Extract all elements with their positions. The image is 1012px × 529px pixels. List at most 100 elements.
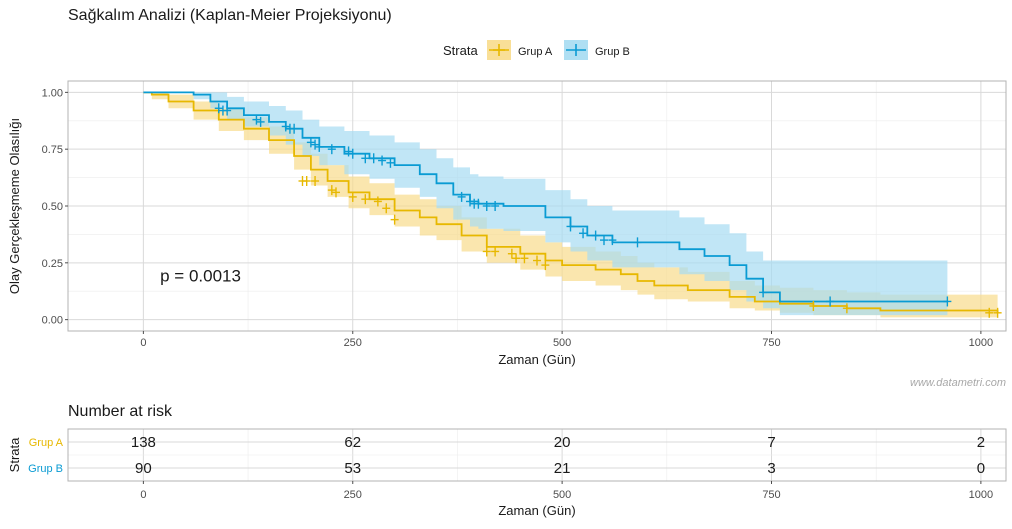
risk-table: Number at risk 138 62 20 7 290 53 21 3 0 Grup AG… xyxy=(7,403,1007,518)
censor-mark-grup-b xyxy=(579,228,588,239)
censor-mark-grup-b xyxy=(344,146,353,157)
censor-mark-grup-b xyxy=(378,155,387,166)
censor-mark-grup-b xyxy=(608,235,617,246)
x-tick-label: 1000 xyxy=(969,337,993,349)
legend-item-grup-a: Grup A xyxy=(487,40,553,60)
censor-mark-grup-b xyxy=(386,157,395,168)
censor-mark-grup-b xyxy=(491,201,500,211)
censor-mark-grup-b xyxy=(474,198,483,209)
censor-mark-grup-b xyxy=(943,296,952,307)
censor-mark-grup-a xyxy=(541,260,550,271)
risk-row-label-grup-b: Grup B xyxy=(28,463,63,475)
risk-cell-grup-b: 53 xyxy=(344,460,361,477)
censor-mark-grup-b xyxy=(361,153,370,164)
risk-cell-grup-a: 20 xyxy=(554,434,571,451)
censor-mark-grup-b xyxy=(566,221,575,232)
censor-mark-grup-a xyxy=(482,246,491,257)
censor-mark-grup-a xyxy=(348,191,357,202)
censor-mark-grup-a xyxy=(533,255,541,266)
censor-marks xyxy=(214,103,1002,318)
survival-curve-grup-b xyxy=(143,91,948,303)
censor-mark-grup-b xyxy=(252,114,261,125)
censor-mark-grup-b xyxy=(327,144,336,155)
x-axis-ticks: 0 250 500 750 1000 xyxy=(140,331,993,349)
censor-mark-grup-b xyxy=(290,123,299,134)
y-tick-label: 0.25 xyxy=(42,258,63,270)
legend-label-grup-b: Grup B xyxy=(595,46,630,58)
censor-mark-grup-b xyxy=(600,235,608,246)
risk-table-row-labels: Grup A Grup B xyxy=(28,437,64,475)
censor-mark-grup-b xyxy=(457,191,466,202)
risk-table-border xyxy=(67,428,1007,482)
censor-mark-grup-a xyxy=(361,194,370,205)
p-value-annotation: p = 0.0013 xyxy=(160,266,241,285)
risk-cell-grup-a: 7 xyxy=(767,434,775,451)
censor-mark-grup-b xyxy=(591,230,600,241)
censor-mark-grup-b xyxy=(315,141,324,152)
censor-mark-grup-a xyxy=(491,246,500,257)
watermark: www.datametri.com xyxy=(910,377,1006,389)
risk-row-label-grup-a: Grup A xyxy=(29,437,64,449)
risk-table-x-title: Zaman (Gün) xyxy=(498,503,575,518)
legend: Strata Grup A Grup B xyxy=(443,40,630,60)
risk-x-tick-label: 1000 xyxy=(969,489,993,501)
censor-mark-grup-b xyxy=(256,116,265,127)
censor-mark-grup-a xyxy=(809,301,818,311)
censor-mark-grup-b xyxy=(826,296,835,307)
censor-mark-grup-b xyxy=(633,237,642,248)
censor-mark-grup-b xyxy=(759,287,768,298)
censor-mark-grup-a xyxy=(390,214,399,225)
y-axis-title: Olay Gerçekleşmeme Olasılığı xyxy=(7,118,22,294)
censor-mark-grup-b xyxy=(306,137,315,148)
risk-cell-grup-a: 62 xyxy=(344,434,361,451)
censor-mark-grup-a xyxy=(993,307,1002,318)
legend-title: Strata xyxy=(443,43,478,58)
censor-mark-grup-a xyxy=(311,176,320,186)
risk-table-grid xyxy=(68,429,1006,481)
censor-mark-grup-a xyxy=(520,253,529,264)
survival-plot-panel: 0.00 0.25 0.50 0.75 1.00 0 250 500 750 1000 p = … xyxy=(7,80,1007,367)
risk-x-tick-label: 750 xyxy=(762,489,780,501)
censor-mark-grup-a xyxy=(302,176,311,186)
x-tick-label: 250 xyxy=(344,337,362,349)
censor-mark-grup-b xyxy=(281,121,290,132)
censor-mark-grup-a xyxy=(507,248,516,259)
x-tick-label: 0 xyxy=(140,337,146,349)
risk-cell-grup-b: 3 xyxy=(767,460,775,477)
censor-mark-grup-b xyxy=(466,196,474,207)
censor-mark-grup-a xyxy=(332,187,340,198)
censor-mark-grup-b xyxy=(348,148,357,159)
legend-item-grup-b: Grup B xyxy=(564,40,630,60)
x-tick-label: 750 xyxy=(762,337,780,349)
censor-mark-grup-a xyxy=(382,203,391,214)
risk-cell-grup-b: 0 xyxy=(977,460,985,477)
censor-mark-grup-a xyxy=(842,303,851,314)
legend-label-grup-a: Grup A xyxy=(518,46,553,58)
x-axis-title: Zaman (Gün) xyxy=(498,352,575,367)
risk-x-tick-label: 250 xyxy=(344,489,362,501)
risk-table-title: Number at risk xyxy=(68,403,173,420)
risk-x-tick-label: 0 xyxy=(140,489,146,501)
survival-curve-grup-a xyxy=(143,91,999,313)
censor-mark-grup-b xyxy=(223,105,232,116)
y-tick-label: 0.75 xyxy=(42,144,63,156)
survival-curves xyxy=(143,91,999,313)
risk-cell-grup-b: 90 xyxy=(135,460,152,477)
x-tick-label: 500 xyxy=(553,337,571,349)
confidence-band-grup-b xyxy=(143,92,948,316)
risk-cell-grup-b: 21 xyxy=(554,460,571,477)
risk-table-x-ticks: 0 250 500 750 1000 xyxy=(140,481,993,501)
censor-mark-grup-b xyxy=(311,139,320,150)
risk-cell-grup-a: 138 xyxy=(131,434,156,451)
censor-mark-grup-a xyxy=(373,196,382,207)
chart-title: Sağkalım Analizi (Kaplan-Meier Projeksiy… xyxy=(68,7,392,24)
censor-mark-grup-b xyxy=(214,103,223,114)
censor-mark-grup-b xyxy=(369,153,378,164)
risk-table-cells: 138 62 20 7 2 90 53 21 3 0 xyxy=(131,434,985,477)
censor-mark-grup-a xyxy=(512,253,521,264)
risk-x-tick-label: 500 xyxy=(553,489,571,501)
risk-table-y-title: Strata xyxy=(7,437,22,472)
censor-mark-grup-b xyxy=(482,201,491,211)
risk-cell-grup-a: 2 xyxy=(977,434,985,451)
